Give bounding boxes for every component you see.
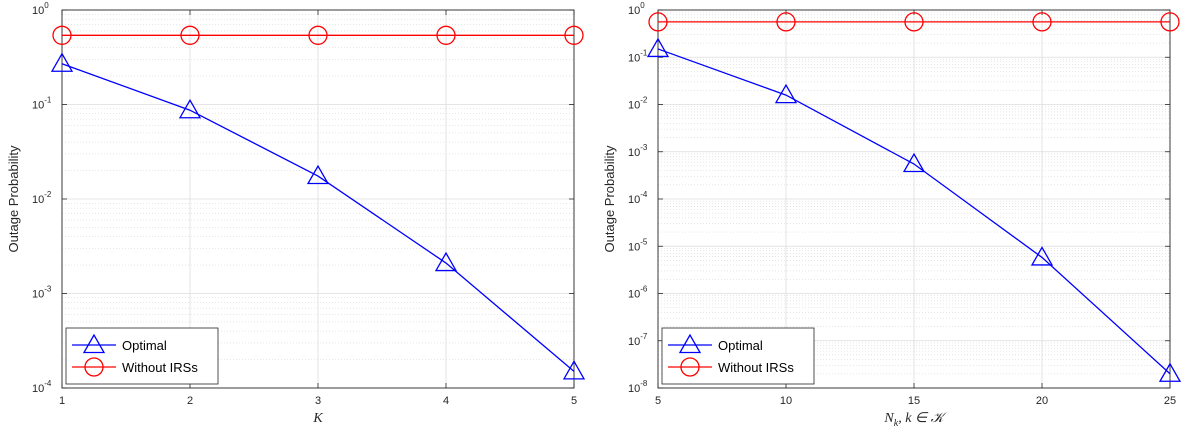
y-tick-label: 10-3 <box>628 143 648 159</box>
x-axis-label: K <box>312 411 323 426</box>
chart-panel-1: 1 2 3 4 5 10-4 10-3 10-2 10-1 100 Outage Probabili… <box>6 1 584 426</box>
x-tick-label: 5 <box>571 395 577 407</box>
legend: Optimal Without IRSs <box>66 328 218 384</box>
x-tick-label: 25 <box>1164 395 1176 407</box>
legend-label: Without IRSs <box>122 360 198 375</box>
y-tick-label: 100 <box>32 1 49 17</box>
chart-panel-2: 5 10 15 20 25 10-8 10-7 10-6 10-5 10-4 10-3 10-2 10-… <box>602 1 1180 429</box>
x-tick-label: 10 <box>780 395 792 407</box>
y-tick-label: 10-3 <box>32 285 52 301</box>
y-tick-label: 10-4 <box>628 190 648 206</box>
x-tick-label: 3 <box>315 395 321 407</box>
legend-label: Optimal <box>122 338 167 353</box>
y-tick-label: 10-1 <box>628 48 648 64</box>
y-tick-label: 10-1 <box>32 96 52 112</box>
legend-box <box>662 328 814 384</box>
x-tick-label: 2 <box>187 395 193 407</box>
y-tick-label: 100 <box>628 1 645 17</box>
y-tick-label: 10-2 <box>32 190 52 206</box>
x-tick-label: 15 <box>908 395 920 407</box>
y-tick-label: 10-6 <box>628 285 648 301</box>
y-tick-label: 10-7 <box>628 332 648 348</box>
y-tick-label: 10-5 <box>628 237 648 253</box>
legend: Optimal Without IRSs <box>662 328 814 384</box>
y-tick-label: 10-4 <box>32 379 52 395</box>
x-tick-label: 20 <box>1036 395 1048 407</box>
y-axis-label: Outage Probability <box>6 145 21 252</box>
legend-label: Optimal <box>718 338 763 353</box>
x-axis-label: Nk, k ∈ 𝒦 <box>883 411 948 429</box>
legend-box <box>66 328 218 384</box>
x-tick-label: 5 <box>655 395 661 407</box>
x-tick-label: 4 <box>443 395 449 407</box>
y-axis-label: Outage Probability <box>602 145 617 252</box>
x-tick-label: 1 <box>59 395 65 407</box>
y-tick-label: 10-2 <box>628 96 648 112</box>
y-tick-label: 10-8 <box>628 379 648 395</box>
legend-label: Without IRSs <box>718 360 794 375</box>
